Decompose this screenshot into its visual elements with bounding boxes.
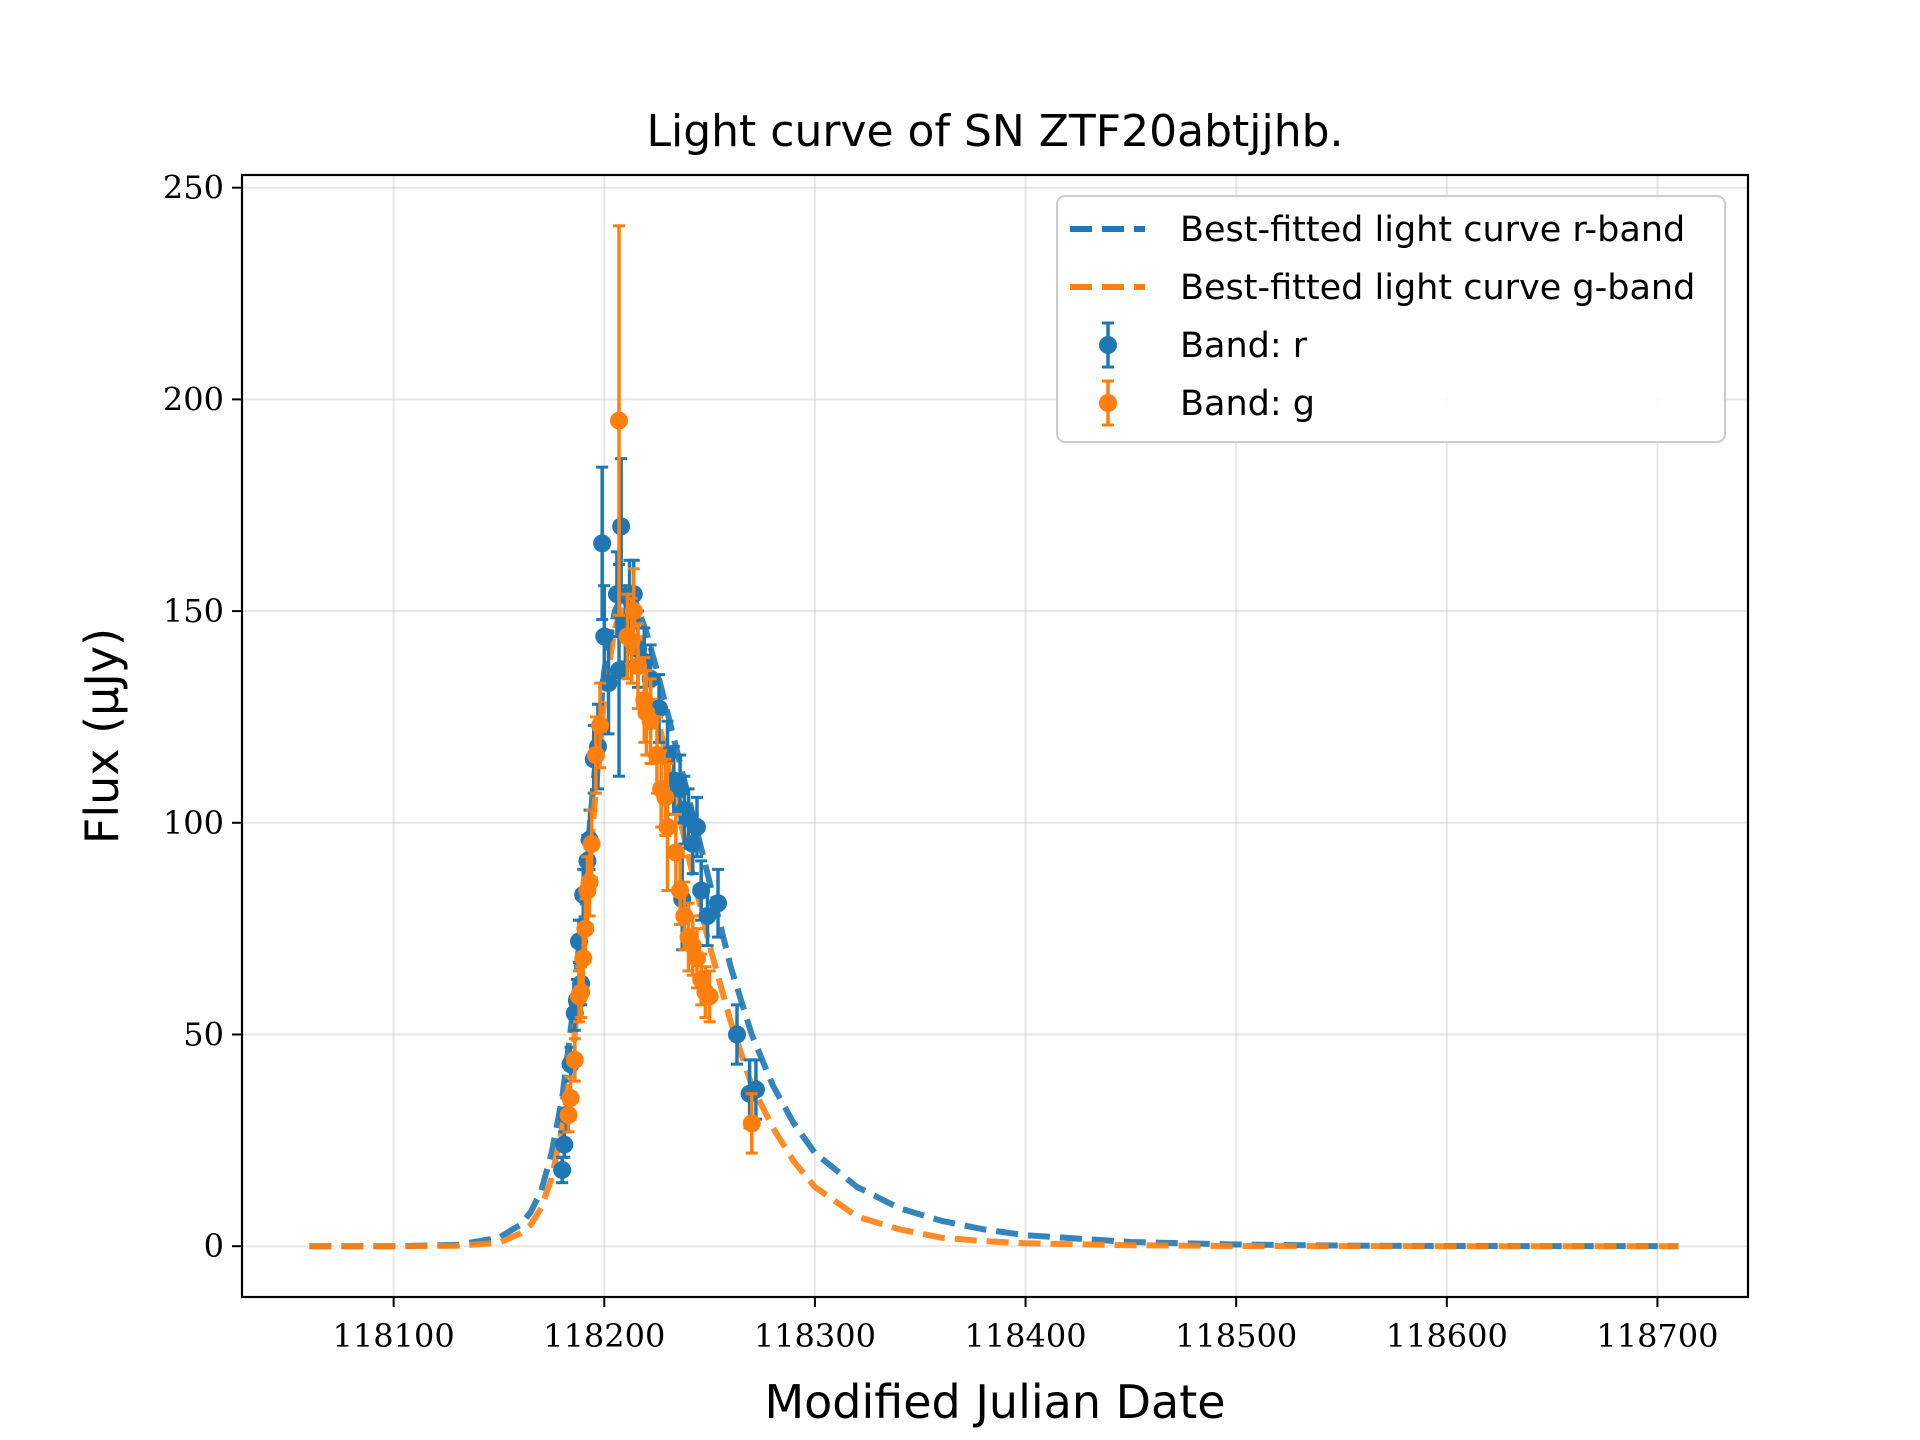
data-point bbox=[671, 881, 690, 900]
data-point bbox=[698, 906, 717, 925]
y-tick-label: 50 bbox=[183, 1015, 224, 1053]
y-axis-label: Flux (μJy) bbox=[75, 628, 129, 844]
data-point bbox=[582, 834, 601, 853]
data-point bbox=[610, 661, 629, 680]
data-point bbox=[742, 1114, 761, 1133]
y-tick-label: 150 bbox=[163, 592, 224, 630]
x-tick-label: 118400 bbox=[964, 1317, 1086, 1355]
data-point bbox=[572, 983, 591, 1002]
y-tick-label: 200 bbox=[163, 380, 224, 418]
legend: Best-fitted light curve r-band Best-fitte… bbox=[1056, 195, 1726, 443]
legend-box bbox=[1056, 195, 1726, 443]
data-point bbox=[647, 746, 666, 765]
data-point bbox=[624, 602, 643, 621]
data-point bbox=[700, 987, 719, 1006]
data-point bbox=[565, 1050, 584, 1069]
data-point bbox=[599, 674, 618, 693]
legend-point-marker bbox=[1099, 336, 1117, 354]
data-point bbox=[586, 746, 605, 765]
x-tick-label: 118100 bbox=[333, 1317, 455, 1355]
data-point bbox=[576, 919, 595, 938]
axis-ticks: 118100 118200 118300 118400 118500 118600 1187… bbox=[163, 169, 1719, 1355]
data-point bbox=[561, 1089, 580, 1108]
data-point bbox=[687, 949, 706, 968]
data-points bbox=[553, 224, 765, 1185]
data-point bbox=[658, 818, 677, 837]
model-curve-line bbox=[309, 586, 1679, 1250]
chart-title: Light curve of SN ZTF20abtjjhb. bbox=[647, 106, 1344, 157]
plot-frame bbox=[240, 173, 1750, 1299]
data-point bbox=[709, 894, 728, 913]
x-tick-label: 118600 bbox=[1386, 1317, 1508, 1355]
y-tick-label: 100 bbox=[163, 804, 224, 842]
data-point bbox=[555, 1135, 574, 1154]
data-point bbox=[580, 873, 599, 892]
x-tick-label: 118300 bbox=[754, 1317, 876, 1355]
legend-label: Band: r bbox=[1180, 326, 1308, 366]
data-point bbox=[595, 627, 614, 646]
legend-point-marker bbox=[1099, 394, 1117, 412]
data-point bbox=[610, 411, 629, 430]
data-point bbox=[622, 631, 641, 650]
data-point bbox=[612, 517, 631, 536]
data-point bbox=[727, 1025, 746, 1044]
y-tick-label: 0 bbox=[204, 1227, 224, 1265]
x-tick-label: 118700 bbox=[1596, 1317, 1718, 1355]
legend-label: Best-fitted light curve g-band bbox=[1180, 268, 1695, 308]
x-tick-label: 118200 bbox=[543, 1317, 665, 1355]
grid bbox=[242, 175, 1748, 1297]
data-point bbox=[593, 534, 612, 553]
x-tick-label: 118500 bbox=[1175, 1317, 1297, 1355]
data-point bbox=[559, 1105, 578, 1124]
y-tick-label: 250 bbox=[163, 169, 224, 207]
legend-label: Band: g bbox=[1180, 384, 1315, 424]
data-point bbox=[746, 1080, 765, 1099]
x-axis-label: Modified Julian Date bbox=[764, 1375, 1225, 1429]
data-point bbox=[591, 716, 610, 735]
data-point bbox=[666, 843, 685, 862]
data-point bbox=[553, 1160, 572, 1179]
data-point bbox=[683, 834, 702, 853]
legend-label: Best-fitted light curve r-band bbox=[1180, 210, 1685, 250]
data-point bbox=[656, 788, 675, 807]
data-point bbox=[687, 818, 706, 837]
